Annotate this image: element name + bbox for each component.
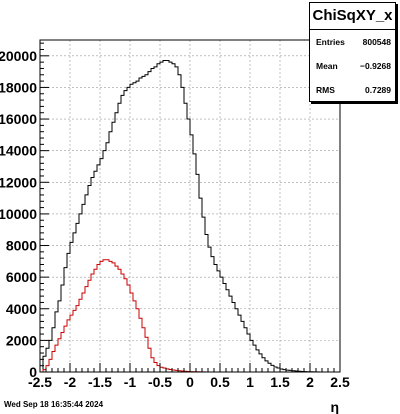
x-tick-label: 1	[246, 374, 254, 390]
entries-value: 800548	[362, 37, 391, 47]
stats-row-rms: RMS 0.7289	[310, 78, 395, 102]
grid	[39, 40, 341, 373]
stats-row-entries: Entries 800548	[310, 30, 395, 54]
y-tick-label: 6000	[6, 269, 37, 285]
x-tick-label: 2	[306, 374, 314, 390]
x-tick-label: -2	[64, 374, 77, 390]
x-tick-label: -2.5	[28, 374, 52, 390]
y-tick-label: 20000	[0, 48, 37, 64]
y-tick-label: 16000	[0, 111, 37, 127]
stats-title: ChiSqXY_x	[310, 3, 395, 30]
mean-value: −0.9268	[360, 61, 391, 71]
x-tick-label: -1.5	[88, 374, 112, 390]
entries-label: Entries	[316, 37, 345, 47]
y-tick-label: 0	[29, 364, 37, 380]
axis-ticks: -2.5 -2 -1.5 -1 -0.5 0 0.5 1 1.5 2 2.5 0 2000 4000 600…	[0, 42, 350, 390]
x-tick-label: 0.5	[210, 374, 230, 390]
stats-box: ChiSqXY_x Entries 800548 Mean −0.9268 RM…	[309, 2, 396, 102]
x-tick-label: 1.5	[270, 374, 290, 390]
rms-label: RMS	[316, 85, 335, 95]
x-tick-label: 2.5	[330, 374, 350, 390]
y-tick-label: 4000	[6, 301, 37, 317]
timestamp: Wed Sep 18 16:35:44 2024	[4, 400, 104, 409]
y-tick-label: 14000	[0, 143, 37, 159]
stats-row-mean: Mean −0.9268	[310, 54, 395, 78]
x-axis-label: η	[330, 399, 339, 414]
x-tick-label: 0	[186, 374, 194, 390]
y-tick-label: 2000	[6, 332, 37, 348]
x-tick-label: -0.5	[148, 374, 172, 390]
x-tick-label: -1	[124, 374, 137, 390]
mean-label: Mean	[316, 61, 338, 71]
y-tick-label: 8000	[6, 238, 37, 254]
rms-value: 0.7289	[365, 85, 391, 95]
y-tick-label: 12000	[0, 174, 37, 190]
y-tick-label: 18000	[0, 79, 37, 95]
y-tick-label: 10000	[0, 206, 37, 222]
